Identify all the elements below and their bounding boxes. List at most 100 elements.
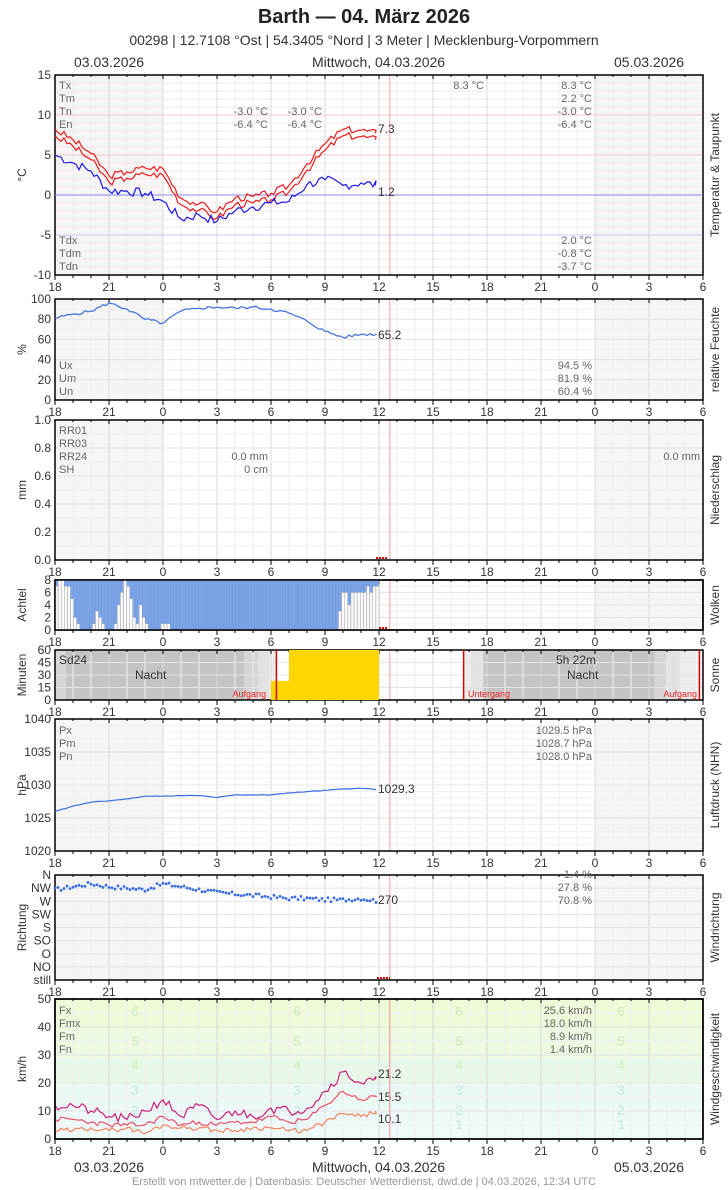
wind-dir-point [230, 890, 234, 894]
x-tick-label: 0 [160, 1144, 167, 1158]
x-tick-label: 12 [372, 985, 386, 999]
wind-dir-point [53, 886, 57, 890]
wind-dir-point [317, 899, 321, 903]
beaufort-label: 2 [293, 1102, 301, 1118]
temp-max-line [54, 125, 377, 214]
pressure-line [54, 787, 377, 812]
wind-dir-point [242, 893, 246, 897]
x-tick-label: 18 [480, 635, 494, 649]
x-tick-label: 3 [214, 1144, 221, 1158]
wind-dir-point [188, 887, 192, 890]
wind-dir-point [146, 888, 150, 892]
y-tick-label: N [42, 868, 51, 882]
wind-dir-point [365, 899, 369, 903]
wind-dir-point [89, 882, 93, 886]
legend-text: Um [59, 373, 76, 385]
y-axis-label: Richtung [15, 904, 29, 951]
y-tick-label: 80 [38, 312, 52, 326]
y-axis-label: °C [15, 168, 29, 182]
x-tick-label: 3 [646, 856, 653, 870]
wind-dir-point [293, 895, 297, 899]
beaufort-label: 3 [293, 1082, 301, 1098]
page-title: Barth — 04. März 2026 [257, 6, 471, 28]
wind-dir-point [284, 897, 288, 900]
x-tick-label: 12 [372, 565, 386, 579]
x-tick-label: 12 [372, 280, 386, 294]
beaufort-label: 1 [455, 1116, 463, 1132]
wind-dir-point [347, 898, 351, 901]
x-tick-label: 6 [268, 565, 275, 579]
wind-dir-point [251, 895, 255, 898]
x-tick-label: 21 [102, 1144, 116, 1158]
legend-text: Sd24 [59, 653, 87, 667]
panel-title: Wolken [708, 585, 722, 625]
wind-dir-point [134, 888, 138, 891]
wind-dir-point [311, 896, 315, 900]
wind-dir-point [77, 883, 81, 887]
legend-text: 70.8 % [558, 895, 592, 907]
beaufort-label: 5 [455, 1033, 463, 1049]
x-tick-label: 3 [214, 565, 221, 579]
wind-dir-point [149, 886, 153, 890]
beaufort-label: 5 [131, 1033, 139, 1049]
wind-dir-point [248, 893, 252, 896]
panel-title: Sonne [708, 657, 722, 692]
x-tick-label: 12 [372, 705, 386, 719]
x-tick-label: 12 [372, 1144, 386, 1158]
x-tick-label: 15 [426, 1144, 440, 1158]
wind-dir-point [167, 881, 171, 885]
x-tick-label: 18 [48, 405, 62, 419]
x-tick-label: 3 [646, 635, 653, 649]
y-tick-label: W [40, 894, 52, 908]
y-tick-label: 40 [38, 1020, 52, 1034]
wind-dir-point [266, 895, 270, 899]
x-tick-label: 21 [534, 405, 548, 419]
x-tick-label: 18 [480, 280, 494, 294]
wind-dir-point [107, 886, 111, 889]
legend-text: Tdx [59, 235, 78, 247]
x-tick-label: 3 [646, 565, 653, 579]
legend-text: 0 cm [244, 464, 268, 476]
wind-dir-point [80, 884, 84, 888]
footer-date-center: Mittwoch, 04.03.2026 [312, 1159, 446, 1175]
y-tick-label: -10 [34, 268, 52, 282]
y-tick-label: 50 [38, 992, 52, 1006]
beaufort-label: 5 [293, 1033, 301, 1049]
legend-text: Fmx [59, 1018, 81, 1030]
beaufort-label: 4 [293, 1057, 301, 1073]
wind-dir-point [203, 890, 207, 894]
sunshine-bar [343, 650, 361, 700]
x-tick-label: 6 [268, 985, 275, 999]
y-tick-label: SW [32, 907, 52, 921]
wind-dir-point [200, 890, 204, 894]
x-tick-label: 18 [48, 565, 62, 579]
x-tick-label: 15 [426, 705, 440, 719]
beaufort-label: 6 [131, 1003, 139, 1019]
wind-dir-point [338, 897, 342, 901]
legend-text: -0.8 °C [558, 248, 592, 260]
legend-text: Fx [59, 1005, 72, 1017]
x-tick-label: 3 [214, 280, 221, 294]
x-tick-label: 18 [48, 1144, 62, 1158]
wind-dir-point [335, 898, 339, 902]
x-tick-label: 6 [268, 635, 275, 649]
x-tick-label: 18 [480, 985, 494, 999]
x-tick-label: 21 [534, 1144, 548, 1158]
wind-dir-point [137, 886, 141, 890]
y-tick-label: 1030 [24, 778, 51, 792]
x-tick-label: 9 [322, 985, 329, 999]
wind-dir-point [212, 888, 216, 892]
wind-dir-point [170, 884, 174, 888]
x-tick-label: 9 [322, 405, 329, 419]
wind-dir-point [179, 885, 183, 889]
x-tick-label: 0 [160, 280, 167, 294]
legend-text: 1029.3 [378, 782, 415, 796]
wind-dir-point [221, 890, 225, 894]
legend-text: RR24 [59, 451, 87, 463]
legend-text: Aufgang [663, 689, 697, 699]
legend-text: Ux [59, 360, 73, 372]
sunshine-bar [325, 650, 343, 700]
precipitation-panel: 1.00.80.60.40.20.018 21 0 3 6 9 12 15 18 21 0 3 6mm N… [15, 413, 722, 579]
